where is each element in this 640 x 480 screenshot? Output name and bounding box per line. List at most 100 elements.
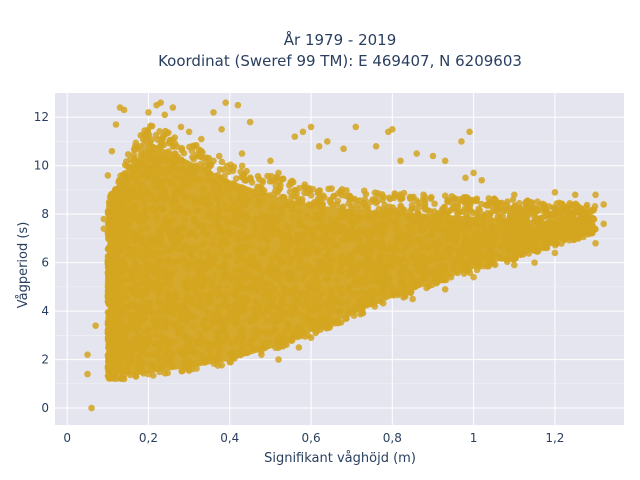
data-point xyxy=(485,195,493,202)
outlier-point xyxy=(490,196,498,203)
outlier-point xyxy=(413,150,421,157)
outlier-point xyxy=(275,356,282,363)
outlier-point xyxy=(571,191,579,199)
data-point xyxy=(461,205,469,213)
data-point xyxy=(180,149,188,157)
data-point xyxy=(132,146,139,154)
data-point xyxy=(238,173,245,181)
data-point xyxy=(266,177,274,185)
outlier-point xyxy=(409,295,416,303)
data-point xyxy=(330,192,338,200)
y-tick-label: 0 xyxy=(41,401,49,415)
data-point xyxy=(287,180,295,187)
outlier-point xyxy=(307,334,315,342)
data-point xyxy=(543,244,551,251)
data-point xyxy=(360,199,368,207)
data-point xyxy=(354,201,362,208)
data-point xyxy=(491,261,499,269)
data-point xyxy=(170,143,177,150)
data-point xyxy=(113,186,121,193)
data-point xyxy=(267,172,275,180)
data-point xyxy=(307,192,315,199)
data-point xyxy=(510,204,517,212)
data-point xyxy=(362,190,370,198)
data-point xyxy=(316,197,324,205)
data-point xyxy=(430,208,438,215)
data-point xyxy=(161,369,169,377)
data-point xyxy=(163,130,170,138)
data-point xyxy=(232,175,240,182)
data-point xyxy=(145,131,153,138)
data-point xyxy=(515,205,522,213)
outlier-point xyxy=(551,189,559,196)
x-tick-label: 0 xyxy=(63,431,71,445)
outlier-point xyxy=(120,106,128,114)
data-point xyxy=(312,329,319,337)
outlier-point xyxy=(169,104,177,111)
outlier-point xyxy=(397,157,404,165)
data-point xyxy=(475,205,482,213)
outlier-point xyxy=(218,126,225,133)
data-point xyxy=(215,152,223,160)
data-point xyxy=(218,158,226,166)
data-point xyxy=(386,203,393,211)
outlier-point xyxy=(470,169,477,177)
outlier-point xyxy=(462,174,469,182)
scatter-points xyxy=(84,99,607,412)
outlier-point xyxy=(429,152,437,160)
data-point xyxy=(559,214,566,222)
outlier-point xyxy=(210,109,217,116)
data-point xyxy=(296,184,303,192)
data-point xyxy=(408,205,415,213)
outlier-point xyxy=(600,201,607,208)
data-point xyxy=(291,187,298,194)
outlier-point xyxy=(592,191,599,199)
y-tick-label: 12 xyxy=(34,110,49,124)
data-point xyxy=(522,204,530,212)
data-point xyxy=(190,155,198,163)
outlier-point xyxy=(92,322,99,329)
data-point xyxy=(410,193,417,201)
data-point xyxy=(316,192,324,200)
outlier-point xyxy=(157,99,164,106)
y-tick-labels: 0 2 4 6 8 10 12 xyxy=(34,110,49,415)
data-point xyxy=(147,122,154,130)
data-point xyxy=(565,236,573,244)
x-tick-labels: 0 0,2 0,4 0,6 0,8 1 1,2 xyxy=(63,431,564,445)
outlier-point xyxy=(478,176,486,184)
outlier-point xyxy=(295,344,303,351)
data-point xyxy=(329,201,337,209)
outlier-point xyxy=(510,191,518,199)
outlier-point xyxy=(592,239,599,247)
outlier-point xyxy=(161,111,169,119)
outlier-point xyxy=(238,150,246,157)
data-point xyxy=(494,203,502,211)
outlier-point xyxy=(177,123,185,131)
density-core xyxy=(107,141,596,376)
outlier-point xyxy=(104,172,112,179)
outlier-point xyxy=(458,138,465,145)
outlier-point xyxy=(185,365,193,373)
outlier-point xyxy=(100,215,108,223)
data-point xyxy=(272,187,279,195)
x-axis-title: Signifikant våghöjd (m) xyxy=(264,451,416,466)
y-tick-label: 8 xyxy=(41,207,49,221)
outlier-point xyxy=(234,101,242,109)
x-tick-label: 0,2 xyxy=(139,431,158,445)
y-tick-label: 6 xyxy=(41,256,49,270)
outlier-point xyxy=(267,157,274,165)
data-point xyxy=(552,206,559,213)
data-point xyxy=(371,189,379,196)
data-point xyxy=(167,137,175,144)
data-point xyxy=(123,158,130,165)
data-point xyxy=(534,198,541,205)
data-point xyxy=(364,203,372,211)
data-point xyxy=(565,206,572,213)
outlier-point xyxy=(340,145,347,153)
data-point xyxy=(419,195,427,203)
outlier-point xyxy=(352,123,360,131)
data-point xyxy=(441,203,448,211)
x-tick-label: 1,2 xyxy=(545,431,564,445)
data-point xyxy=(396,193,403,201)
